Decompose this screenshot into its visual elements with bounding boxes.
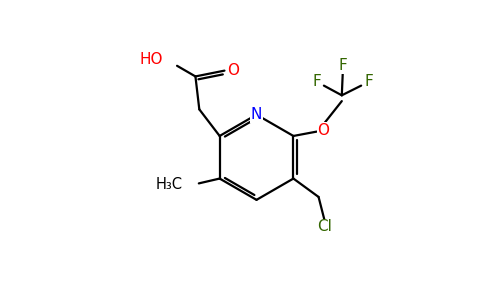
Text: N: N bbox=[251, 107, 262, 122]
Text: O: O bbox=[318, 123, 330, 138]
Text: F: F bbox=[312, 74, 321, 89]
Text: F: F bbox=[338, 58, 347, 73]
Text: H₃C: H₃C bbox=[155, 177, 182, 192]
Text: HO: HO bbox=[139, 52, 163, 67]
Text: Cl: Cl bbox=[317, 220, 332, 235]
Text: F: F bbox=[364, 74, 373, 89]
Text: O: O bbox=[227, 63, 239, 78]
